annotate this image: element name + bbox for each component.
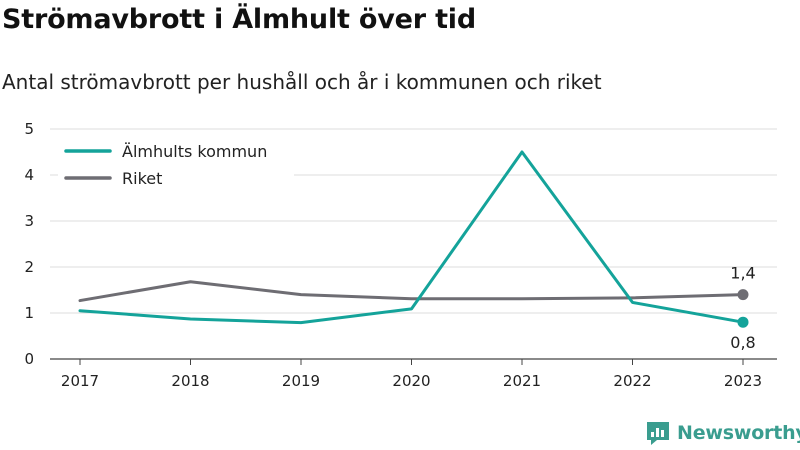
x-axis: 2017 2018 2019 2020 2021 2022 2023: [61, 359, 762, 390]
end-point-riket: [738, 289, 749, 300]
x-tick-label: 2021: [503, 372, 541, 390]
y-axis-ticks: 0 1 2 3 4 5: [24, 120, 34, 368]
y-tick-label: 0: [24, 350, 34, 368]
end-label-almhult: 0,8: [730, 333, 755, 352]
y-tick-label: 3: [24, 212, 34, 230]
x-tick-label: 2020: [392, 372, 430, 390]
end-label-riket: 1,4: [730, 264, 755, 283]
y-tick-label: 2: [24, 258, 34, 276]
x-tick-label: 2018: [171, 372, 209, 390]
x-tick-label: 2019: [282, 372, 320, 390]
legend-label: Älmhults kommun: [122, 142, 267, 161]
y-tick-label: 4: [24, 166, 34, 184]
legend-label: Riket: [122, 169, 162, 188]
x-tick-label: 2023: [724, 372, 762, 390]
newsworthy-logo-icon: [645, 420, 671, 446]
brand-name: Newsworthy: [677, 422, 800, 444]
brand-logo: Newsworthy: [645, 420, 800, 446]
series-line-riket: [80, 282, 743, 301]
end-point-almhult: [738, 317, 749, 328]
legend: Älmhults kommun Riket: [58, 138, 294, 192]
y-tick-label: 5: [24, 120, 34, 138]
x-tick-label: 2022: [613, 372, 651, 390]
x-tick-label: 2017: [61, 372, 99, 390]
y-tick-label: 1: [24, 304, 34, 322]
